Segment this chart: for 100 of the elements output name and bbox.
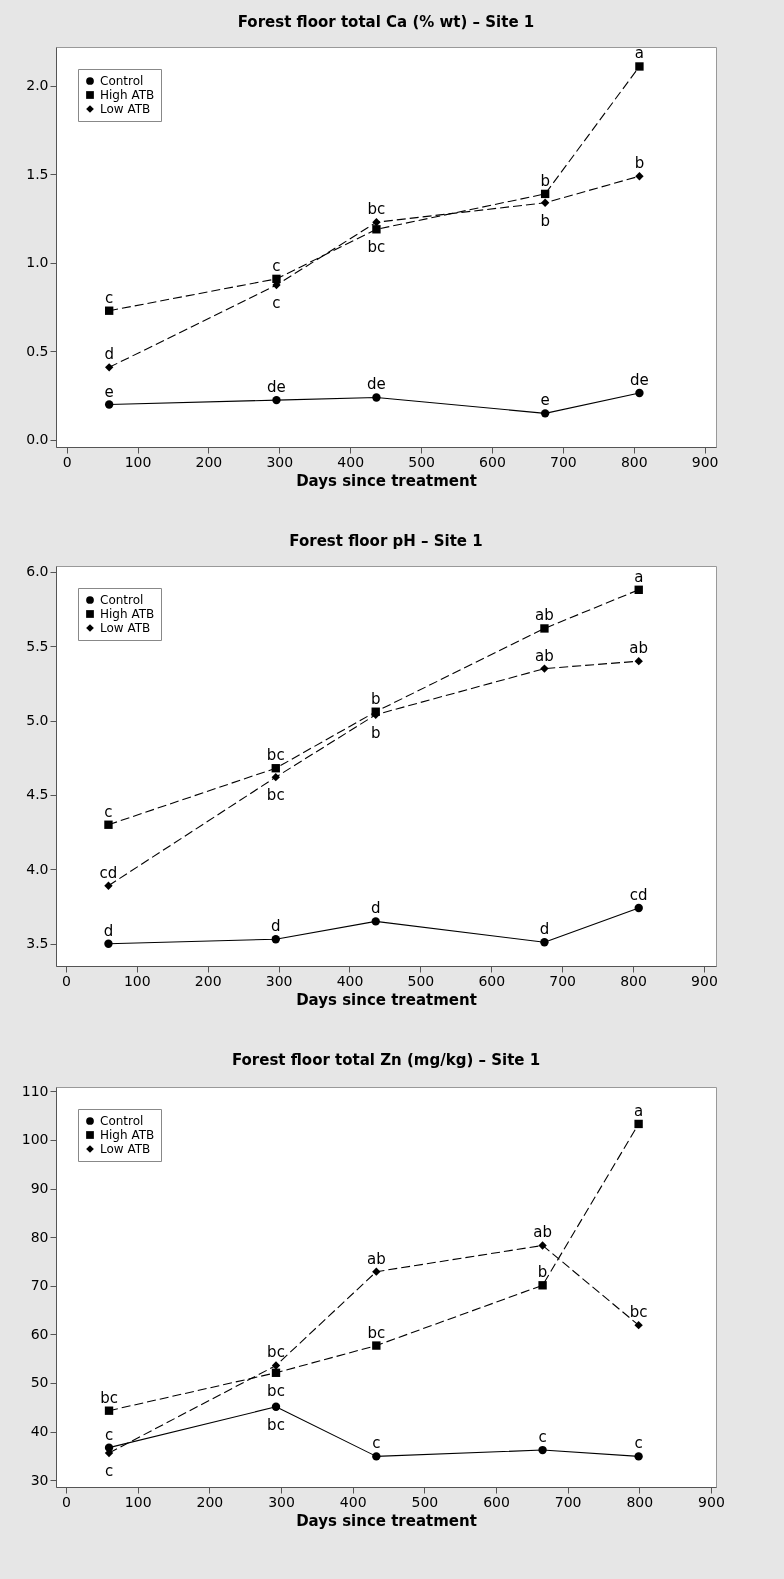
legend-label: Low ATB — [100, 621, 151, 635]
annotation: bc — [629, 1303, 648, 1322]
legend-label: Control — [100, 593, 144, 607]
x-tick-label: 300 — [268, 1493, 295, 1510]
y-tick-label: 2.0 — [26, 77, 49, 94]
point — [104, 881, 113, 890]
annotation: bc — [367, 238, 386, 257]
y-tick-label: 5.5 — [26, 637, 49, 654]
legend-label: Control — [100, 1114, 144, 1128]
x-tick-label: 800 — [620, 972, 647, 989]
annotation: de — [630, 371, 649, 390]
y-tick-label: 6.0 — [26, 563, 49, 580]
y-tick-label: 80 — [30, 1228, 49, 1245]
annotation: ab — [535, 606, 554, 625]
annotation: e — [104, 382, 114, 401]
x-tick-label: 0 — [62, 453, 72, 470]
annotation: b — [537, 1263, 548, 1282]
x-tick-label: 600 — [483, 1493, 510, 1510]
x-tick-label: 900 — [698, 1493, 725, 1510]
y-tick-label: 0.5 — [26, 342, 49, 359]
x-tick-label: 700 — [550, 453, 577, 470]
x-tick-label: 0 — [62, 1493, 71, 1510]
chart-title: Forest floor total Ca (% wt) – Site 1 — [237, 13, 535, 32]
annotation: bc — [266, 746, 285, 765]
y-tick-label: 4.0 — [26, 860, 49, 877]
annotation: b — [370, 723, 381, 742]
legend-label: High ATB — [100, 607, 155, 621]
x-tick-label: 700 — [549, 972, 577, 989]
point — [635, 62, 644, 71]
point — [540, 624, 549, 633]
point — [104, 400, 114, 409]
annotation: bc — [367, 1323, 386, 1342]
annotation: a — [634, 1101, 644, 1120]
annotation: bc — [267, 1381, 285, 1400]
x-tick-label: 600 — [479, 453, 506, 470]
point — [372, 1341, 381, 1350]
legend-label: Low ATB — [100, 102, 151, 116]
x-tick-label: 900 — [691, 453, 719, 470]
annotation: bc — [267, 1415, 285, 1434]
x-tick-label: 900 — [691, 972, 718, 989]
x-tick-label: 400 — [337, 453, 365, 470]
chart-title: Forest floor total Zn (mg/kg) – Site 1 — [231, 1051, 541, 1070]
point — [104, 1443, 114, 1452]
x-tick-label: 100 — [124, 1493, 152, 1510]
point — [372, 1267, 381, 1276]
x-tick-label: 300 — [265, 972, 293, 989]
annotation: b — [540, 211, 550, 230]
y-tick-label: 100 — [21, 1131, 49, 1148]
annotation: c — [104, 1425, 114, 1444]
point — [634, 1119, 643, 1129]
x-tick-label: 700 — [554, 1493, 582, 1510]
x-tick-label: 500 — [411, 1493, 439, 1510]
y-tick-label: 1.0 — [26, 254, 49, 271]
annotation: d — [370, 899, 381, 918]
y-tick-label: 0.0 — [26, 431, 49, 448]
x-tick-label: 0 — [61, 972, 71, 989]
y-tick-label: 5.0 — [26, 712, 49, 729]
annotation: a — [634, 44, 645, 63]
point — [372, 225, 381, 234]
legend-label: Control — [100, 74, 144, 88]
annotation: bc — [267, 1343, 285, 1362]
x-tick-label: 600 — [478, 972, 506, 989]
annotation: e — [540, 391, 550, 410]
x-tick-label: 300 — [266, 453, 294, 470]
annotation: bc — [266, 786, 285, 805]
y-tick-label: 40 — [30, 1423, 49, 1440]
point — [538, 1241, 547, 1250]
annotation: bc — [100, 1388, 118, 1407]
y-tick-label: 30 — [30, 1471, 49, 1488]
y-tick-label: 4.5 — [26, 786, 49, 803]
annotation: de — [367, 375, 386, 394]
annotation: cd — [99, 863, 118, 882]
annotation: ab — [535, 646, 554, 665]
annotation: c — [105, 288, 114, 307]
annotation: ab — [629, 639, 649, 658]
point — [540, 664, 549, 673]
x-axis-title: Days since treatment — [296, 471, 477, 490]
y-tick-label: 1.5 — [26, 165, 49, 182]
point — [634, 656, 643, 666]
chart-title: Forest floor pH – Site 1 — [289, 531, 483, 550]
y-tick-label: 3.5 — [26, 935, 49, 952]
y-tick-label: 50 — [30, 1374, 49, 1391]
annotation: a — [634, 567, 644, 586]
annotation: b — [540, 171, 550, 190]
x-tick-label: 400 — [339, 1493, 367, 1510]
point — [635, 388, 644, 398]
legend-label: High ATB — [100, 88, 155, 102]
x-tick-label: 200 — [196, 1493, 224, 1510]
annotation: b — [634, 154, 645, 173]
x-axis-title: Days since treatment — [296, 1511, 477, 1530]
annotation: ab — [533, 1223, 552, 1242]
x-tick-label: 800 — [620, 453, 648, 470]
x-axis-title: Days since treatment — [296, 990, 477, 1009]
y-tick-label: 110 — [21, 1082, 49, 1099]
annotation: b — [370, 689, 381, 708]
annotation: de — [267, 378, 286, 397]
x-tick-label: 200 — [194, 972, 222, 989]
point — [104, 820, 113, 829]
annotation: c — [372, 1434, 381, 1453]
annotation: c — [104, 802, 113, 821]
